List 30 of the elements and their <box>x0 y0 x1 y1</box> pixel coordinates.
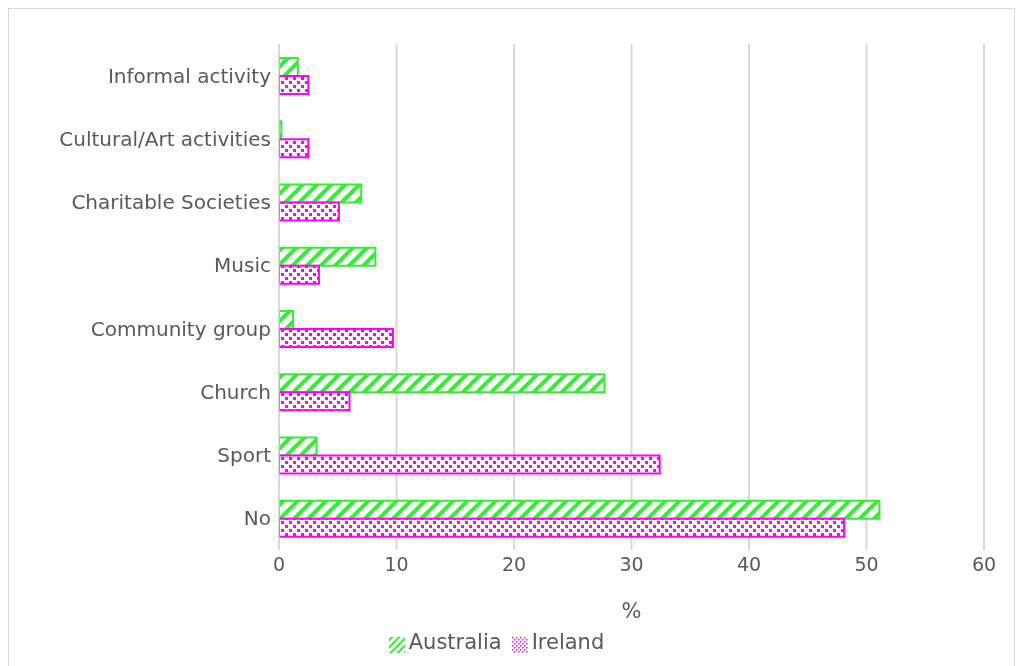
x-tick-label: 10 <box>384 553 409 576</box>
y-tick-label: Community group <box>90 316 271 341</box>
x-tick-label: 50 <box>854 553 879 576</box>
bar <box>279 183 363 204</box>
y-tick-label: Church <box>200 379 271 404</box>
bar <box>279 264 320 285</box>
legend-label: Australia <box>408 630 502 654</box>
bar <box>279 454 661 475</box>
bar <box>279 517 846 538</box>
bar <box>279 499 881 520</box>
x-tick-label: 40 <box>736 553 762 576</box>
x-tick-label: 30 <box>619 553 644 576</box>
y-tick-label: Cultural/Art activities <box>59 126 271 151</box>
bar <box>279 373 606 394</box>
bar <box>279 246 377 267</box>
bar <box>279 327 394 348</box>
x-tick-label: 60 <box>971 553 997 576</box>
y-tick-label: Charitable Societies <box>71 190 271 215</box>
bar <box>279 138 310 159</box>
y-tick-label: No <box>243 506 271 531</box>
x-axis-title: % <box>621 599 642 623</box>
x-tick-label: 0 <box>272 553 286 576</box>
y-tick-label: Music <box>214 253 271 278</box>
bar <box>279 74 310 95</box>
y-tick-label: Sport <box>217 443 272 468</box>
y-tick-label: Informal activity <box>107 63 272 88</box>
legend-label: Ireland <box>531 630 605 654</box>
bar <box>279 201 340 222</box>
x-tick-label: 20 <box>501 553 527 576</box>
bar <box>279 391 351 412</box>
